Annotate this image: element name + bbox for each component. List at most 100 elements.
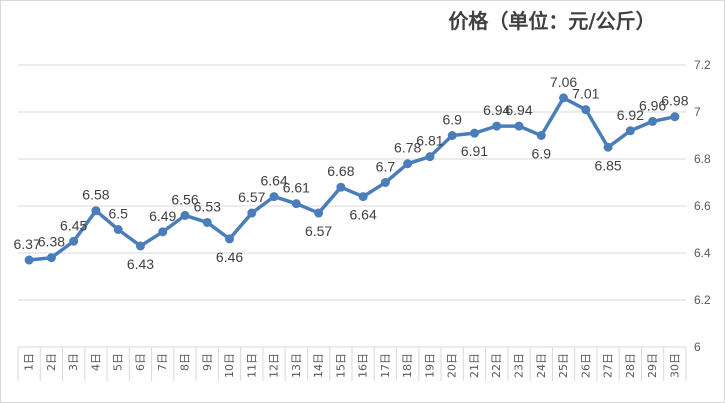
- data-label: 6.43: [127, 256, 154, 272]
- data-point: [291, 199, 301, 209]
- data-point: [46, 253, 56, 263]
- x-tick-label: 10日: [223, 353, 236, 378]
- data-label: 6.9: [442, 112, 462, 128]
- x-tick-label: 17日: [379, 353, 392, 378]
- data-label: 6.96: [639, 97, 666, 113]
- data-label: 6.37: [14, 236, 41, 252]
- data-points: [24, 93, 680, 265]
- x-tick-label: 28日: [624, 353, 637, 378]
- x-tick-label: 6日: [134, 353, 147, 371]
- x-tick-label: 13日: [290, 353, 303, 378]
- data-point: [202, 217, 212, 227]
- data-point: [135, 241, 145, 251]
- x-tick-label: 29日: [646, 353, 659, 378]
- x-tick-label: 23日: [513, 353, 526, 378]
- data-label: 6.92: [617, 107, 644, 123]
- x-tick-label: 24日: [535, 353, 548, 378]
- y-tick-label: 7.2: [694, 58, 711, 72]
- data-point: [469, 128, 479, 138]
- data-point: [269, 192, 279, 202]
- y-tick-label: 6.8: [694, 152, 711, 166]
- x-tick-label: 20日: [446, 353, 459, 378]
- x-tick-label: 30日: [668, 353, 681, 378]
- data-point: [447, 131, 457, 140]
- data-point: [603, 142, 613, 152]
- data-label: 6.45: [60, 217, 87, 233]
- data-label: 6.64: [260, 173, 287, 189]
- x-tick-label: 18日: [401, 353, 414, 378]
- data-label: 6.46: [216, 249, 243, 265]
- data-point: [158, 227, 168, 237]
- x-tick-label: 19日: [423, 353, 436, 378]
- data-label: 6.61: [283, 180, 310, 196]
- data-label: 6.85: [594, 157, 621, 173]
- data-point: [625, 126, 635, 136]
- data-label: 6.7: [376, 159, 396, 175]
- x-tick-label: 7日: [156, 353, 169, 371]
- data-point: [514, 121, 524, 131]
- data-point: [314, 208, 324, 218]
- data-point: [581, 105, 591, 115]
- data-label: 6.38: [38, 234, 65, 250]
- x-tick-label: 27日: [602, 353, 615, 378]
- data-label: 6.57: [238, 189, 265, 205]
- y-tick-label: 7: [694, 105, 701, 119]
- data-point: [403, 159, 413, 169]
- data-label: 7.06: [550, 74, 577, 90]
- data-label: 6.78: [394, 140, 421, 156]
- data-point: [69, 236, 79, 246]
- x-tick-label: 21日: [468, 353, 481, 378]
- data-point: [380, 178, 390, 187]
- data-label: 6.64: [350, 207, 377, 223]
- data-label: 6.94: [505, 102, 532, 118]
- x-tick-label: 22日: [490, 353, 503, 378]
- x-tick-label: 8日: [179, 353, 192, 371]
- x-tick-label: 15日: [334, 353, 347, 378]
- data-point: [425, 152, 435, 162]
- data-label: 6.57: [305, 223, 332, 239]
- x-tick-label: 5日: [112, 353, 125, 371]
- data-point: [113, 225, 123, 234]
- data-point: [670, 112, 680, 122]
- data-point: [91, 206, 101, 216]
- data-label: 7.01: [572, 86, 599, 102]
- x-tick-label: 1日: [23, 353, 36, 371]
- data-label: 6.98: [661, 93, 688, 109]
- y-tick-label: 6.6: [694, 199, 711, 213]
- y-axis: 6 6.2 6.4 6.6 6.8 7 7.2: [694, 58, 711, 354]
- data-label: 6.5: [108, 206, 128, 222]
- data-point: [559, 93, 569, 103]
- data-label: 6.56: [171, 191, 198, 207]
- data-point: [536, 131, 546, 140]
- data-point: [24, 255, 34, 265]
- data-point: [648, 116, 658, 126]
- data-point: [180, 210, 190, 220]
- x-tick-label: 2日: [45, 353, 58, 371]
- x-tick-label: 26日: [579, 353, 592, 378]
- data-labels: 6.376.386.45 6.58 6.5 6.43 6.496.566.53 6.46 6…: [14, 74, 689, 272]
- x-tick-label: 4日: [89, 353, 102, 371]
- data-point: [336, 182, 346, 192]
- y-tick-label: 6.4: [694, 246, 711, 260]
- x-tick-label: 14日: [312, 353, 325, 378]
- x-tick-label: 11日: [245, 353, 258, 378]
- data-point: [358, 192, 368, 202]
- y-tick-label: 6: [694, 340, 701, 354]
- x-tick-label: 12日: [268, 353, 281, 378]
- x-tick-label: 3日: [67, 353, 80, 371]
- x-tick-label: 9日: [201, 353, 214, 371]
- y-tick-label: 6.2: [694, 293, 711, 307]
- data-label: 6.9: [532, 146, 552, 162]
- data-point: [247, 208, 257, 218]
- data-point: [492, 121, 502, 131]
- data-label: 6.81: [416, 133, 443, 149]
- data-label: 6.94: [483, 102, 510, 118]
- data-label: 6.53: [194, 198, 221, 214]
- chart-title: 价格（单位：元/公斤）: [448, 9, 655, 33]
- x-tick-label: 25日: [557, 353, 570, 378]
- data-label: 6.49: [149, 208, 176, 224]
- data-label: 6.58: [82, 187, 109, 203]
- x-tick-label: 16日: [357, 353, 370, 378]
- data-label: 6.91: [461, 143, 488, 159]
